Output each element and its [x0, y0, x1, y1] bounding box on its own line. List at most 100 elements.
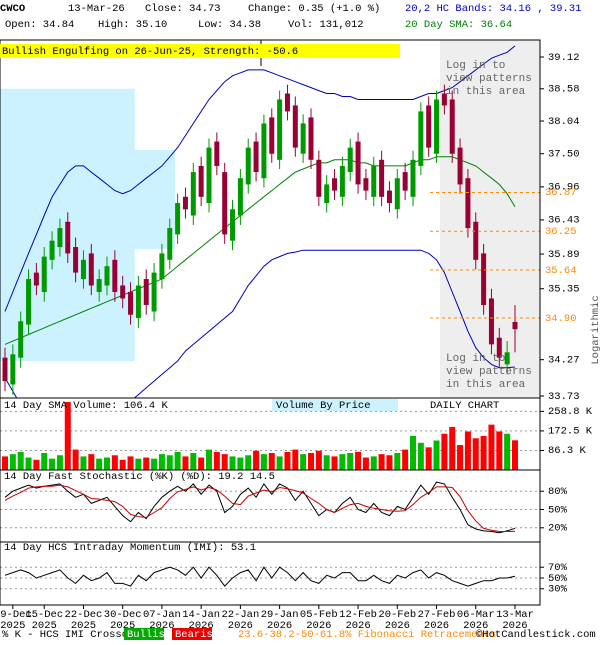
y-tick-label: 35.89 [548, 249, 580, 261]
volume-bar [323, 455, 330, 470]
vbp-label: Volume By Price [276, 400, 371, 412]
candle-body [198, 165, 204, 197]
volume-bar [331, 456, 338, 470]
candle-body [308, 117, 314, 160]
crossover-legend: % K - HCS IMI Crossover, [2, 629, 153, 640]
bullish-legend: Bullish [127, 629, 171, 640]
y-tick-label: 258.8 K [548, 406, 593, 418]
y-tick-label: 38.04 [548, 116, 580, 128]
volume-bar [339, 454, 346, 470]
fibonacci-label: 36.87 [545, 187, 577, 199]
volume-bar [143, 457, 150, 470]
high: High: 35.10 [98, 19, 167, 31]
copyright: ©HotCandlestick.com [476, 629, 596, 640]
volume-bar [2, 456, 8, 470]
volume-bar [119, 459, 126, 470]
momentum-title: 14 Day HCS Intraday Momentum (IMI): 53.1 [4, 542, 256, 554]
y-tick-label: 80% [548, 486, 568, 498]
fibonacci-label: 35.64 [545, 265, 577, 277]
candle-body [222, 172, 228, 235]
volume-bar [135, 458, 142, 470]
y-tick-label: 36.43 [548, 215, 580, 227]
x-tick-label: 22-Jan 2026 [221, 609, 259, 632]
candle-body [363, 178, 369, 191]
volume-bar [292, 449, 299, 470]
x-tick-label: 22-Dec 2025 [65, 609, 103, 632]
candle-body [2, 357, 8, 382]
candle-body [175, 203, 181, 235]
bands: 20,2 HC Bands: 34.16 , 39.31 [405, 3, 581, 15]
x-tick-label: 27-Feb 2026 [418, 609, 456, 632]
candle-body [481, 253, 487, 305]
y-tick-label: 30% [548, 584, 568, 596]
candle-body [96, 279, 102, 292]
volume-bar [253, 450, 260, 470]
bearish-swatch [172, 628, 212, 640]
candle-body [135, 285, 141, 319]
sma: 20 Day SMA: 36.64 [405, 19, 512, 31]
candle-body [284, 93, 290, 112]
volume-bar [245, 455, 252, 470]
candle-body [355, 141, 361, 185]
candle-body [465, 178, 471, 229]
candle-body [33, 272, 39, 286]
volume-panel [0, 402, 540, 470]
candle-body [230, 209, 236, 241]
candle-body [206, 147, 212, 204]
symbol: CWCO [0, 3, 25, 15]
candle-body [347, 147, 353, 173]
fibonacci-label: 36.25 [545, 226, 577, 238]
x-tick-label: 20-Feb 2026 [378, 609, 416, 632]
volume-bar [370, 456, 377, 470]
volume-bar [511, 440, 518, 470]
candle-body [49, 240, 55, 260]
login-notice-top: Log in to view patterns in this area [446, 60, 532, 98]
volume-bar [433, 440, 440, 470]
band-line [4, 249, 516, 398]
y-tick-label: 70% [548, 562, 568, 574]
candle-body [261, 123, 267, 179]
volume-bar [268, 453, 275, 470]
y-tick-label: 36.96 [548, 182, 580, 194]
pattern-annotation: Bullish Engulfing on 26-Jun-25, Strength… [2, 46, 298, 58]
volume-bar [260, 454, 267, 470]
fibonacci-label: 34.90 [545, 313, 577, 325]
chart-label: DAILY CHART [430, 400, 499, 412]
volume-bar [378, 454, 385, 470]
volume-bar [402, 449, 409, 470]
volume-bar [221, 454, 228, 470]
volume-bar [300, 454, 307, 470]
candle-body [418, 111, 424, 166]
sma-line [4, 156, 516, 345]
volume-bar [464, 431, 471, 470]
y-tick-label: 50% [548, 573, 568, 585]
volume-by-price-bar [0, 88, 135, 151]
momentum-panel [0, 566, 540, 590]
volume-bar [103, 457, 110, 470]
volume-bar [190, 453, 197, 470]
volume-bar [205, 449, 212, 470]
candle-body [386, 190, 392, 204]
x-tick-label: 29-Jan 2026 [261, 609, 299, 632]
volume-bar [198, 457, 205, 470]
indicator-line [4, 484, 516, 532]
candle-body [26, 279, 32, 325]
axes: 39.12 38.58 38.04 37.50 36.96 36.43 35.89 35.35… [0, 52, 593, 632]
volume-bar [237, 457, 244, 470]
volume-bar [96, 458, 103, 470]
candle-body [269, 117, 275, 154]
candle-body [332, 178, 338, 191]
fibonacci-legend: 23.6-38.2-50-61.8% Fibonacci Retracement… [238, 629, 496, 640]
scale-label: Logarithmic [590, 295, 600, 364]
volume-bar [111, 455, 118, 470]
indicator-line [4, 481, 516, 534]
band-line [4, 45, 516, 312]
x-tick-label: 05-Feb 2026 [300, 609, 338, 632]
volume-bar [449, 426, 456, 470]
volume-bar [276, 456, 283, 470]
low: Low: 34.38 [198, 19, 261, 31]
stochastic-panel [0, 481, 540, 534]
candle-body [143, 279, 149, 305]
